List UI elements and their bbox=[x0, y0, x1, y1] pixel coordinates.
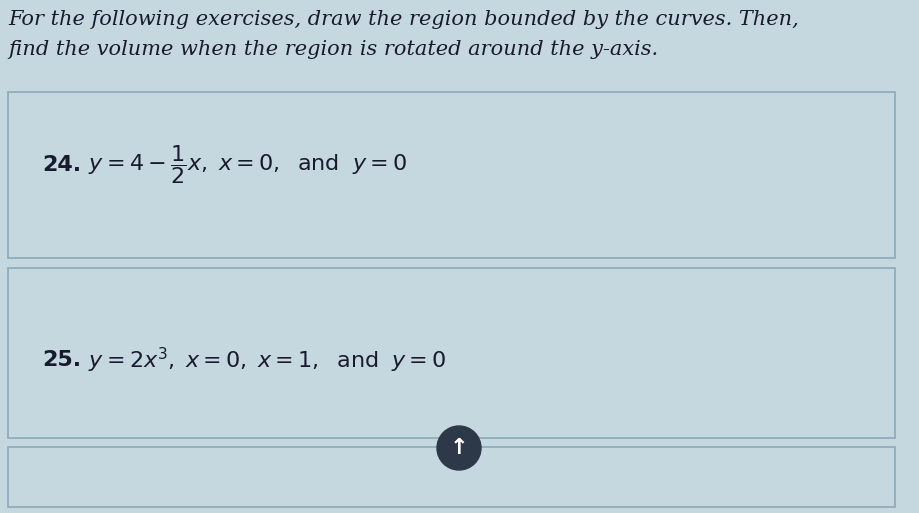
Bar bbox=[8, 92, 895, 258]
Text: ↑: ↑ bbox=[449, 438, 469, 458]
Text: find the volume when the region is rotated around the y-axis.: find the volume when the region is rotat… bbox=[8, 40, 658, 59]
Text: $y = 4 - \dfrac{1}{2}x,\; x = 0,\;$ and $\;y = 0$: $y = 4 - \dfrac{1}{2}x,\; x = 0,\;$ and … bbox=[88, 144, 407, 186]
Text: For the following exercises, draw the region bounded by the curves. Then,: For the following exercises, draw the re… bbox=[8, 10, 799, 29]
Text: 24.: 24. bbox=[42, 155, 81, 175]
Text: 25.: 25. bbox=[42, 350, 81, 370]
Text: $y = 2x^3,\; x = 0,\; x = 1,\;$ and $\;y = 0$: $y = 2x^3,\; x = 0,\; x = 1,\;$ and $\;y… bbox=[88, 345, 447, 374]
Circle shape bbox=[437, 426, 481, 470]
Bar bbox=[8, 447, 895, 507]
Bar bbox=[8, 268, 895, 438]
